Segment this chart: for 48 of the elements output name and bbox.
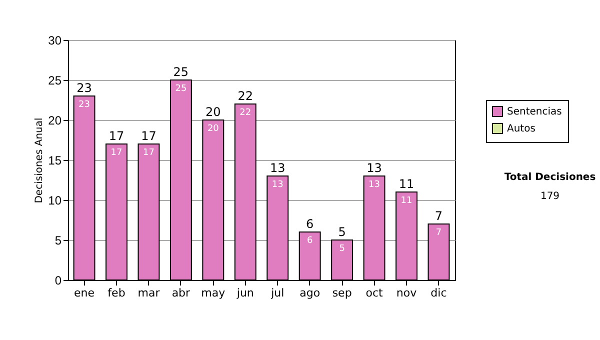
legend-label: Autos bbox=[507, 124, 536, 134]
data-label: 6 bbox=[306, 236, 313, 246]
y-tick-label: 15 bbox=[48, 154, 62, 168]
total-label: 11 bbox=[398, 177, 414, 191]
x-tick-label: jun bbox=[236, 286, 254, 300]
y-tick-label: 20 bbox=[48, 114, 62, 128]
data-label: 5 bbox=[339, 244, 345, 254]
y-axis-title: Decisiones Anual bbox=[34, 118, 46, 204]
y-tick-label: 0 bbox=[54, 274, 62, 288]
total-label: 5 bbox=[338, 225, 346, 239]
x-tick-label: abr bbox=[172, 286, 191, 300]
legend-label: Sentencias bbox=[507, 106, 562, 118]
y-tick-label: 25 bbox=[48, 74, 62, 88]
total-label: 13 bbox=[366, 161, 382, 175]
data-label: 13 bbox=[368, 180, 380, 190]
x-tick-label: feb bbox=[108, 286, 126, 300]
y-tick-label: 5 bbox=[54, 234, 62, 248]
data-label: 13 bbox=[272, 180, 284, 190]
x-tick-label: may bbox=[201, 286, 226, 300]
data-label: 7 bbox=[436, 228, 442, 238]
total-label: 23 bbox=[76, 81, 92, 95]
data-label: 17 bbox=[110, 148, 122, 158]
y-tick-label: 30 bbox=[48, 34, 62, 48]
x-tick-label: ago bbox=[300, 286, 320, 300]
x-tick-label: oct bbox=[366, 286, 384, 300]
data-label: 20 bbox=[207, 124, 220, 134]
text: Total Decisiones bbox=[503, 172, 597, 183]
x-tick-label: jul bbox=[270, 286, 284, 300]
x-tick-label: sep bbox=[332, 286, 352, 300]
x-tick-label: nov bbox=[396, 286, 418, 300]
total-label: 20 bbox=[206, 105, 221, 119]
data-label: 22 bbox=[240, 108, 252, 118]
text: 179 bbox=[539, 191, 561, 202]
x-tick-label: ene bbox=[74, 286, 95, 300]
total-label: 25 bbox=[173, 65, 189, 79]
total-label: 22 bbox=[238, 89, 254, 103]
data-label: 11 bbox=[400, 196, 412, 206]
total-label: 17 bbox=[141, 129, 156, 143]
x-tick-label: mar bbox=[138, 286, 160, 300]
x-tick-label: dic bbox=[430, 286, 447, 300]
data-label: 25 bbox=[175, 84, 187, 94]
data-label: 23 bbox=[78, 100, 90, 110]
total-label: 17 bbox=[108, 129, 124, 143]
total-label: 13 bbox=[270, 161, 286, 175]
total-label: 6 bbox=[306, 217, 314, 231]
y-tick-label: 10 bbox=[48, 194, 62, 208]
data-label: 17 bbox=[142, 148, 154, 158]
total-label: 7 bbox=[434, 209, 443, 223]
